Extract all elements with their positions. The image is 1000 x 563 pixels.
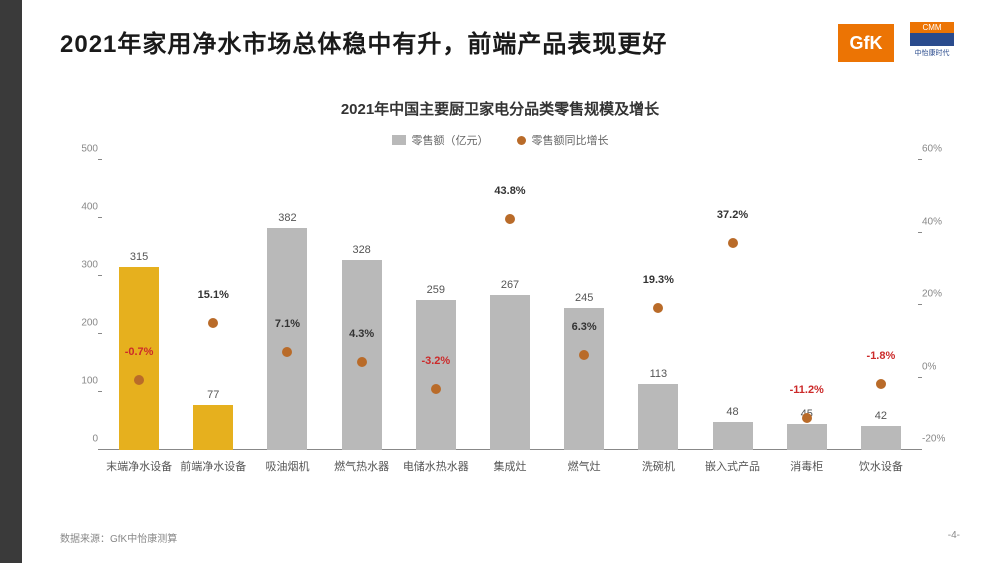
bar-group: 328燃气热水器 [342, 160, 382, 450]
growth-label: 4.3% [349, 328, 374, 340]
growth-dot [431, 384, 441, 394]
bar [267, 228, 307, 450]
category-label: 末端净水设备 [106, 458, 172, 474]
y-left-tick: 500 [68, 144, 98, 155]
category-label: 饮水设备 [859, 458, 903, 474]
category-label: 消毒柜 [790, 458, 823, 474]
growth-dot [728, 238, 738, 248]
cmm-logo: 中怡康时代 [904, 24, 960, 62]
growth-label: 43.8% [494, 185, 525, 197]
logo-group: GfK 中怡康时代 [838, 24, 960, 62]
growth-dot [134, 375, 144, 385]
growth-dot [876, 379, 886, 389]
bar-group: 45消毒柜 [787, 160, 827, 450]
chart-area: 0100200300400500-20%0%20%40%60%315末端净水设备… [60, 160, 960, 490]
bar [861, 426, 901, 450]
y-right-tick: 20% [922, 289, 958, 300]
bar-group: 267集成灶 [490, 160, 530, 450]
bar [713, 422, 753, 450]
legend-bar-label: 零售额（亿元） [412, 132, 489, 148]
bar-value-label: 113 [650, 368, 668, 380]
bar-group: 245燃气灶 [564, 160, 604, 450]
growth-dot [802, 413, 812, 423]
footer: 数据来源：GfK中怡康测算 -4- [60, 530, 960, 545]
plot-area: 0100200300400500-20%0%20%40%60%315末端净水设备… [102, 160, 918, 450]
growth-dot [579, 350, 589, 360]
y-left-tick: 100 [68, 376, 98, 387]
legend-bar: 零售额（亿元） [392, 132, 489, 148]
bar-value-label: 267 [501, 279, 519, 291]
y-right-tick: 60% [922, 144, 958, 155]
growth-dot [357, 357, 367, 367]
category-label: 燃气热水器 [334, 458, 389, 474]
header: 2021年家用净水市场总体稳中有升，前端产品表现更好 GfK 中怡康时代 [60, 24, 960, 62]
growth-dot [282, 347, 292, 357]
y-left-tick: 0 [68, 434, 98, 445]
bar-value-label: 382 [278, 212, 296, 224]
y-right-tick: 0% [922, 361, 958, 372]
growth-label: 7.1% [275, 318, 300, 330]
y-left-tick: 200 [68, 318, 98, 329]
category-label: 前端净水设备 [180, 458, 246, 474]
y-left-tick: 300 [68, 260, 98, 271]
legend-dot: 零售额同比增长 [517, 132, 609, 148]
bar [342, 260, 382, 450]
dot-swatch-icon [517, 136, 526, 145]
category-label: 嵌入式产品 [705, 458, 760, 474]
bar [416, 300, 456, 450]
bar-value-label: 42 [875, 410, 887, 422]
growth-label: 6.3% [572, 321, 597, 333]
bar-swatch-icon [392, 135, 406, 145]
bar-group: 48嵌入式产品 [713, 160, 753, 450]
bar [787, 424, 827, 450]
y-left-tick: 400 [68, 202, 98, 213]
bar-group: 382吸油烟机 [267, 160, 307, 450]
bar-value-label: 245 [575, 292, 593, 304]
growth-label: 15.1% [198, 289, 229, 301]
category-label: 洗碗机 [642, 458, 675, 474]
growth-label: -0.7% [125, 346, 154, 358]
growth-dot [505, 214, 515, 224]
source-label: 数据来源：GfK中怡康测算 [60, 530, 177, 545]
growth-dot [208, 318, 218, 328]
growth-label: -1.8% [867, 350, 896, 362]
bar [119, 267, 159, 450]
side-accent-bar [0, 0, 22, 563]
page-number: -4- [948, 530, 960, 545]
bar-group: 259电储水热水器 [416, 160, 456, 450]
chart-legend: 零售额（亿元） 零售额同比增长 [0, 132, 1000, 148]
bar-value-label: 77 [207, 389, 219, 401]
growth-label: -11.2% [790, 384, 824, 396]
bar-group: 77前端净水设备 [193, 160, 233, 450]
y-right-tick: 40% [922, 216, 958, 227]
growth-label: 19.3% [643, 274, 674, 286]
growth-label: 37.2% [717, 209, 748, 221]
bar-value-label: 259 [427, 284, 445, 296]
y-right-tick: -20% [922, 434, 958, 445]
bar-value-label: 328 [352, 244, 370, 256]
bar [490, 295, 530, 450]
chart-title: 2021年中国主要厨卫家电分品类零售规模及增长 [0, 98, 1000, 119]
category-label: 吸油烟机 [265, 458, 309, 474]
category-label: 电储水热水器 [403, 458, 469, 474]
growth-label: -3.2% [421, 355, 450, 367]
cmm-logo-label: 中怡康时代 [904, 48, 960, 58]
bar [638, 384, 678, 450]
category-label: 集成灶 [494, 458, 527, 474]
bar-group: 315末端净水设备 [119, 160, 159, 450]
bar-group: 42饮水设备 [861, 160, 901, 450]
bar [193, 405, 233, 450]
category-label: 燃气灶 [568, 458, 601, 474]
legend-dot-label: 零售额同比增长 [532, 132, 609, 148]
bar-value-label: 315 [130, 251, 148, 263]
gfk-logo: GfK [838, 24, 894, 62]
bar-value-label: 48 [726, 406, 738, 418]
growth-dot [653, 303, 663, 313]
page-title: 2021年家用净水市场总体稳中有升，前端产品表现更好 [60, 24, 667, 59]
